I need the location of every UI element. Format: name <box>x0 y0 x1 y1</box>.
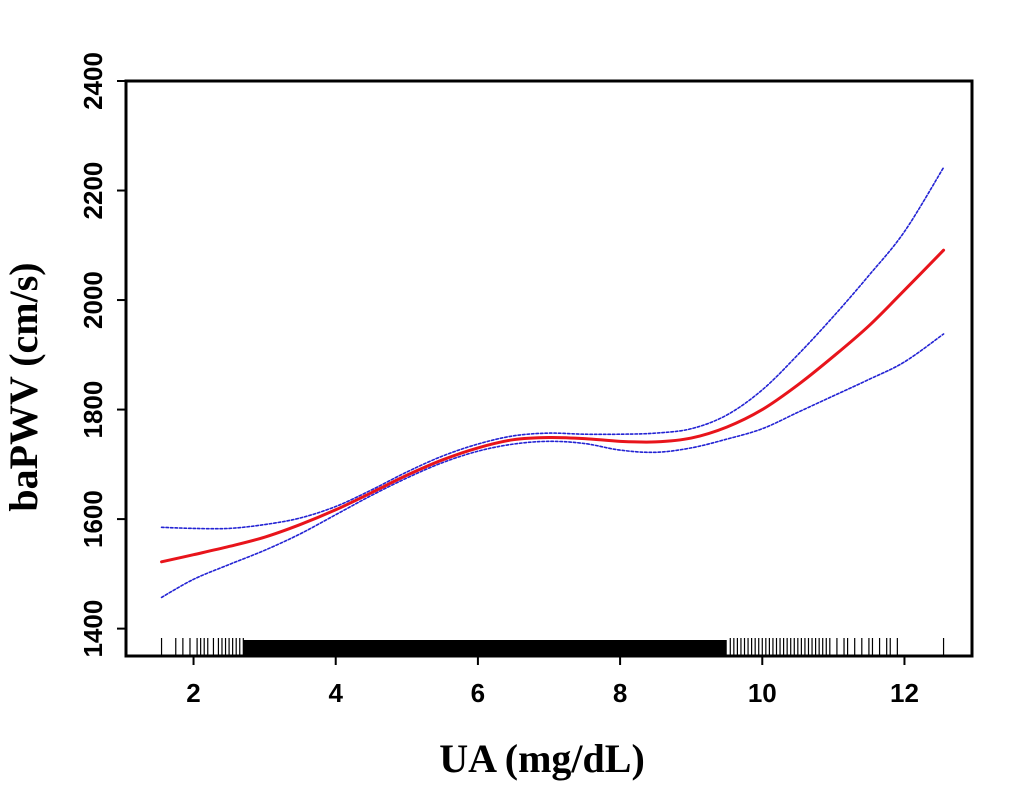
fit-line <box>160 248 946 564</box>
x-tick-label: 4 <box>328 678 343 708</box>
x-tick-label: 12 <box>890 678 919 708</box>
x-tick-label: 6 <box>471 678 485 708</box>
plot-frame <box>124 79 974 658</box>
y-tick-label: 1800 <box>78 381 108 439</box>
y-tick-label: 1400 <box>78 600 108 658</box>
y-axis-title: baPWV (cm/s) <box>1 262 46 511</box>
x-tick-label: 8 <box>613 678 627 708</box>
x-tick-label: 2 <box>186 678 200 708</box>
series-layer <box>160 166 946 599</box>
y-tick-label: 2000 <box>78 271 108 329</box>
y-tick-label: 1600 <box>78 490 108 548</box>
y-tick-label: 2400 <box>78 52 108 110</box>
x-axis-title: UA (mg/dL) <box>439 736 645 781</box>
x-axis: 2 4 6 8 10 12 <box>186 656 919 708</box>
y-tick-label: 2200 <box>78 162 108 220</box>
y-axis: 1400 1600 1800 2000 2200 2400 <box>78 52 126 658</box>
x-tick-label: 10 <box>748 678 777 708</box>
rug-plot <box>160 638 945 656</box>
ci-lower-line <box>160 333 945 599</box>
ci-upper-line <box>160 166 945 530</box>
rug-dense-block <box>243 640 727 656</box>
